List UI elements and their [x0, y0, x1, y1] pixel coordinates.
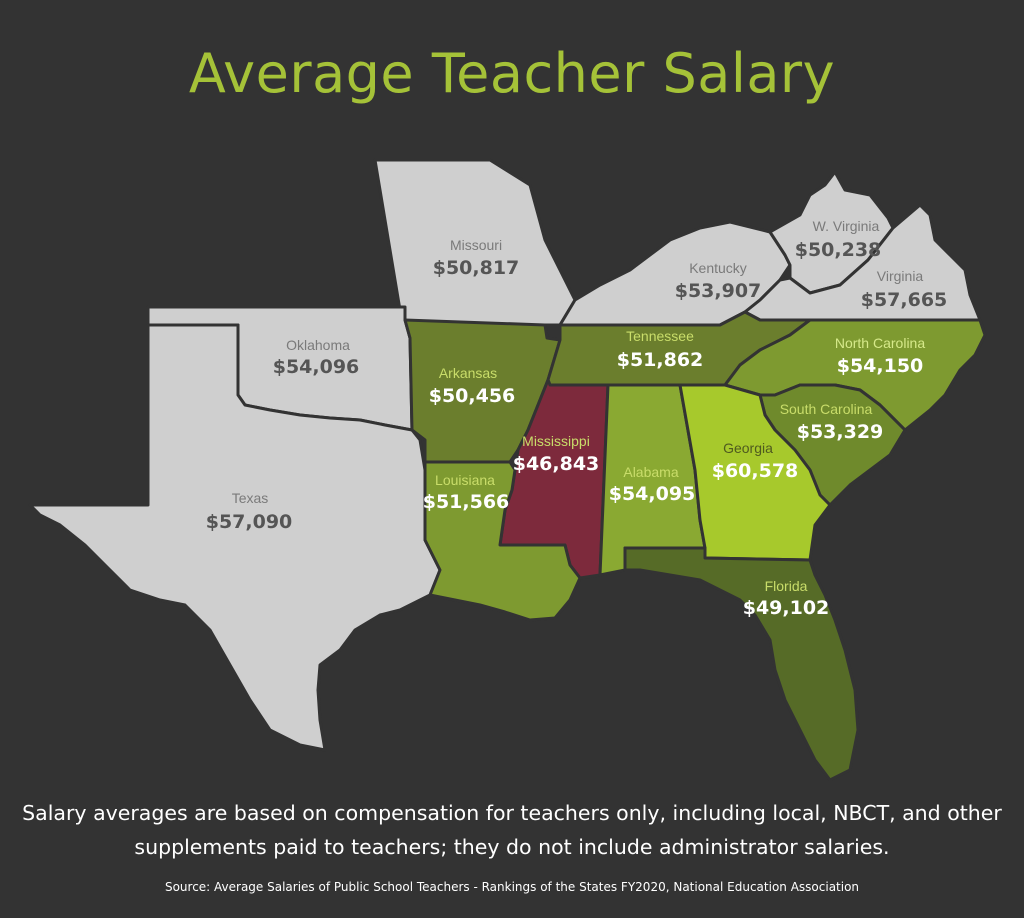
state-name-label: Missouri — [450, 237, 502, 253]
state-name-label: Oklahoma — [286, 337, 350, 353]
state-value-label: $51,862 — [617, 349, 704, 371]
state-name-label: Mississippi — [522, 433, 590, 449]
state-value-label: $54,150 — [837, 355, 924, 377]
state-name-label: Texas — [232, 490, 269, 506]
state-name-label: Kentucky — [689, 260, 747, 276]
map-labels: Missouri $50,817 Kentucky $53,907 W. Vir… — [206, 218, 948, 619]
source-citation: Source: Average Salaries of Public Schoo… — [164, 880, 860, 894]
state-value-label: $50,238 — [795, 239, 882, 261]
state-florida — [623, 546, 860, 782]
state-value-label: $49,102 — [743, 597, 830, 619]
state-name-label: North Carolina — [835, 335, 925, 351]
state-name-label: W. Virginia — [813, 218, 880, 234]
state-name-label: Georgia — [723, 440, 773, 456]
state-name-label: Tennessee — [626, 328, 694, 344]
state-value-label: $50,817 — [433, 257, 520, 279]
footnote: Salary averages are based on compensatio… — [22, 801, 1002, 859]
state-name-label: Virginia — [877, 268, 924, 284]
state-name-label: Florida — [765, 578, 808, 594]
southern-states-map: Missouri $50,817 Kentucky $53,907 W. Vir… — [28, 158, 987, 782]
state-value-label: $51,566 — [423, 491, 510, 513]
state-west-virginia — [768, 170, 895, 295]
state-value-label: $57,090 — [206, 511, 293, 533]
state-name-label: South Carolina — [780, 401, 873, 417]
state-value-label: $54,096 — [273, 356, 360, 378]
state-value-label: $60,578 — [712, 460, 799, 482]
state-value-label: $57,665 — [861, 289, 948, 311]
state-name-label: Alabama — [623, 464, 678, 480]
state-name-label: Arkansas — [439, 365, 497, 381]
state-value-label: $54,095 — [609, 483, 696, 505]
state-name-label: Louisiana — [435, 472, 495, 488]
state-value-label: $50,456 — [429, 385, 516, 407]
state-texas — [28, 323, 442, 752]
state-louisiana — [423, 460, 582, 622]
state-value-label: $53,329 — [797, 421, 884, 443]
state-value-label: $53,907 — [675, 280, 762, 302]
state-georgia — [678, 383, 832, 562]
page-title: Average Teacher Salary — [188, 42, 836, 105]
state-value-label: $46,843 — [513, 453, 600, 475]
